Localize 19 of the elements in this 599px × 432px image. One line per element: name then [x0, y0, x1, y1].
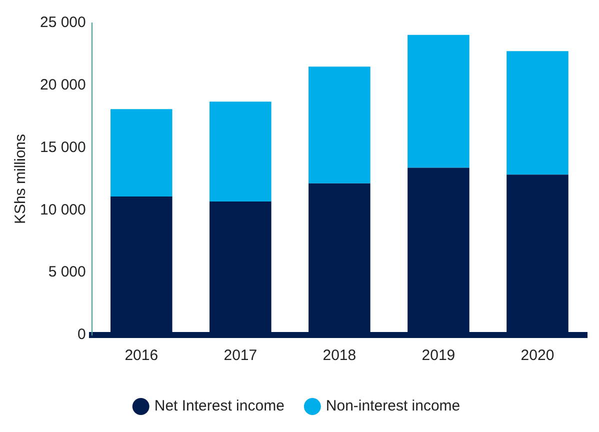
bar	[110, 109, 172, 196]
legend-label: Net Interest income	[154, 398, 284, 415]
y-tick-label: 0	[78, 326, 86, 344]
x-tick-label: 2017	[224, 347, 258, 364]
y-axis-title: KShs millions	[12, 134, 30, 224]
x-tick-label: 2019	[422, 347, 456, 364]
y-tick-label: 10 000	[40, 201, 86, 218]
bar	[210, 102, 272, 202]
x-tick-label: 2016	[124, 347, 158, 364]
bar	[308, 66, 370, 184]
bar	[408, 34, 470, 168]
y-tick-label: 5 000	[48, 264, 86, 281]
legend-label: Non-interest income	[326, 398, 460, 415]
y-tick-label: 25 000	[40, 14, 86, 32]
y-tick-label: 20 000	[40, 76, 86, 94]
x-tick-label: 2020	[520, 347, 554, 364]
y-tick-label: 15 000	[40, 138, 86, 156]
x-tick-label: 2018	[322, 347, 356, 364]
bar	[506, 51, 568, 175]
